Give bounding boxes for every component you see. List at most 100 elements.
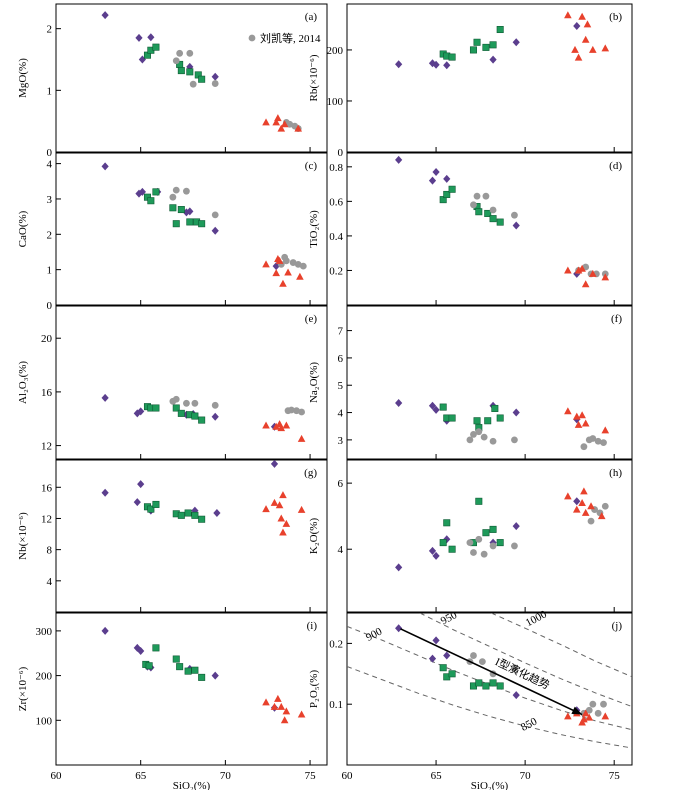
x-tick-label: 70 — [520, 770, 532, 782]
data-point-diamond — [213, 509, 221, 518]
y-axis-label: Nb(×10⁻⁶) — [17, 512, 29, 560]
panel-i: 100 200 300 60 65 70 75 SiO₂(%) Zr(×10⁻⁶) (i) — [17, 612, 328, 790]
x-tick-label: 75 — [609, 770, 621, 782]
data-point-triangle — [277, 702, 286, 710]
data-point-circle — [211, 401, 219, 409]
data-point-circle — [183, 399, 190, 407]
data-point-triangle — [262, 118, 270, 126]
data-point-triangle — [279, 279, 287, 287]
data-point-circle — [489, 542, 497, 550]
data-point-diamond — [512, 221, 520, 230]
y-tick-label: 4 — [47, 159, 53, 171]
y-tick-label: 16 — [41, 387, 53, 399]
data-point-circle — [211, 211, 219, 219]
data-point-triangle — [581, 280, 590, 288]
data-point-triangle — [571, 45, 579, 53]
data-point-diamond — [573, 21, 581, 30]
data-point-circle — [299, 262, 307, 270]
data-point-triangle — [277, 424, 286, 432]
data-point-triangle — [262, 421, 270, 429]
data-point-diamond — [432, 405, 440, 414]
data-point-triangle — [601, 44, 610, 52]
data-point-circle — [176, 49, 184, 57]
data-point-triangle — [585, 713, 594, 721]
x-tick-label: 65 — [431, 770, 443, 782]
panel-b: 0 100 200 Rb(×10⁻⁶) (b) — [308, 3, 633, 159]
y-tick-label: 0 — [47, 147, 53, 159]
data-point-square — [169, 204, 177, 212]
data-point-square — [186, 68, 194, 76]
data-point-diamond — [101, 626, 109, 635]
data-point-diamond — [101, 11, 109, 20]
data-point-circle — [475, 535, 483, 543]
data-point-circle — [470, 652, 477, 659]
data-point-square — [191, 666, 199, 674]
data-point-triangle — [272, 422, 280, 430]
data-point-triangle — [262, 505, 270, 513]
y-tick-label: 4 — [338, 408, 344, 420]
data-point-circle — [172, 186, 180, 194]
y-tick-label: 100 — [327, 96, 344, 108]
data-point-diamond — [512, 38, 520, 47]
y-tick-label: 100 — [36, 715, 53, 727]
data-point-triangle — [589, 45, 597, 53]
data-point-diamond — [135, 33, 143, 42]
data-point-square — [177, 511, 185, 519]
data-point-diamond — [432, 636, 440, 645]
data-point-diamond — [573, 497, 581, 506]
data-point-circle — [589, 435, 597, 442]
data-point-circle — [466, 436, 474, 444]
y-axis-label: MgO(%) — [17, 58, 29, 98]
panel-frame — [346, 305, 633, 460]
data-point-diamond — [395, 155, 403, 164]
data-point-diamond — [137, 480, 145, 489]
legend-label: 刘凯等, 2014 — [260, 31, 321, 45]
data-point-triangle — [294, 124, 303, 132]
panel-label: (c) — [305, 160, 318, 172]
data-point-diamond — [270, 459, 279, 468]
data-point-square — [475, 208, 483, 216]
data-point-triangle — [564, 11, 572, 19]
panel-frame — [55, 152, 328, 306]
data-point-circle — [186, 49, 194, 57]
data-point-triangle — [578, 411, 586, 419]
data-point-square — [491, 404, 499, 412]
data-point-diamond — [211, 72, 219, 81]
data-point-diamond — [428, 176, 437, 185]
y-tick-label: 200 — [327, 45, 344, 57]
data-point-diamond — [211, 412, 219, 421]
data-point-triangle — [581, 508, 590, 516]
data-point-square — [147, 197, 155, 205]
isotherm-950 — [419, 613, 632, 708]
data-point-square — [439, 196, 447, 204]
data-point-square — [469, 46, 477, 54]
data-point-triangle — [282, 519, 291, 527]
panel-frame — [346, 612, 633, 766]
data-point-square — [484, 417, 492, 425]
data-point-circle — [594, 709, 602, 717]
data-point-square — [191, 412, 199, 420]
data-point-triangle — [601, 712, 610, 720]
data-point-square — [172, 404, 180, 412]
x-tick-label: 75 — [305, 770, 317, 782]
y-tick-label: 2 — [47, 229, 53, 241]
data-point-square — [439, 403, 447, 411]
data-point-circle — [580, 443, 588, 451]
data-point-circle — [298, 408, 305, 416]
data-point-diamond — [395, 398, 403, 407]
data-point-triangle — [297, 505, 306, 513]
data-point-circle — [489, 206, 497, 214]
y-tick-label: 4 — [338, 544, 344, 556]
data-point-triangle — [262, 260, 270, 268]
data-point-square — [448, 414, 456, 422]
data-point-triangle — [564, 712, 572, 720]
data-point-square — [198, 515, 206, 523]
y-axis-label: Zr(×10⁻⁶) — [17, 666, 29, 711]
y-tick-label: 0.8 — [329, 162, 343, 174]
panel-c: 0 1 2 3 4 CaO(%) (c) — [17, 152, 328, 312]
data-point-circle — [585, 706, 593, 714]
panel-frame — [55, 3, 328, 153]
panel-label: (j) — [612, 620, 623, 632]
data-point-circle — [211, 80, 219, 87]
data-point-triangle — [272, 118, 280, 126]
